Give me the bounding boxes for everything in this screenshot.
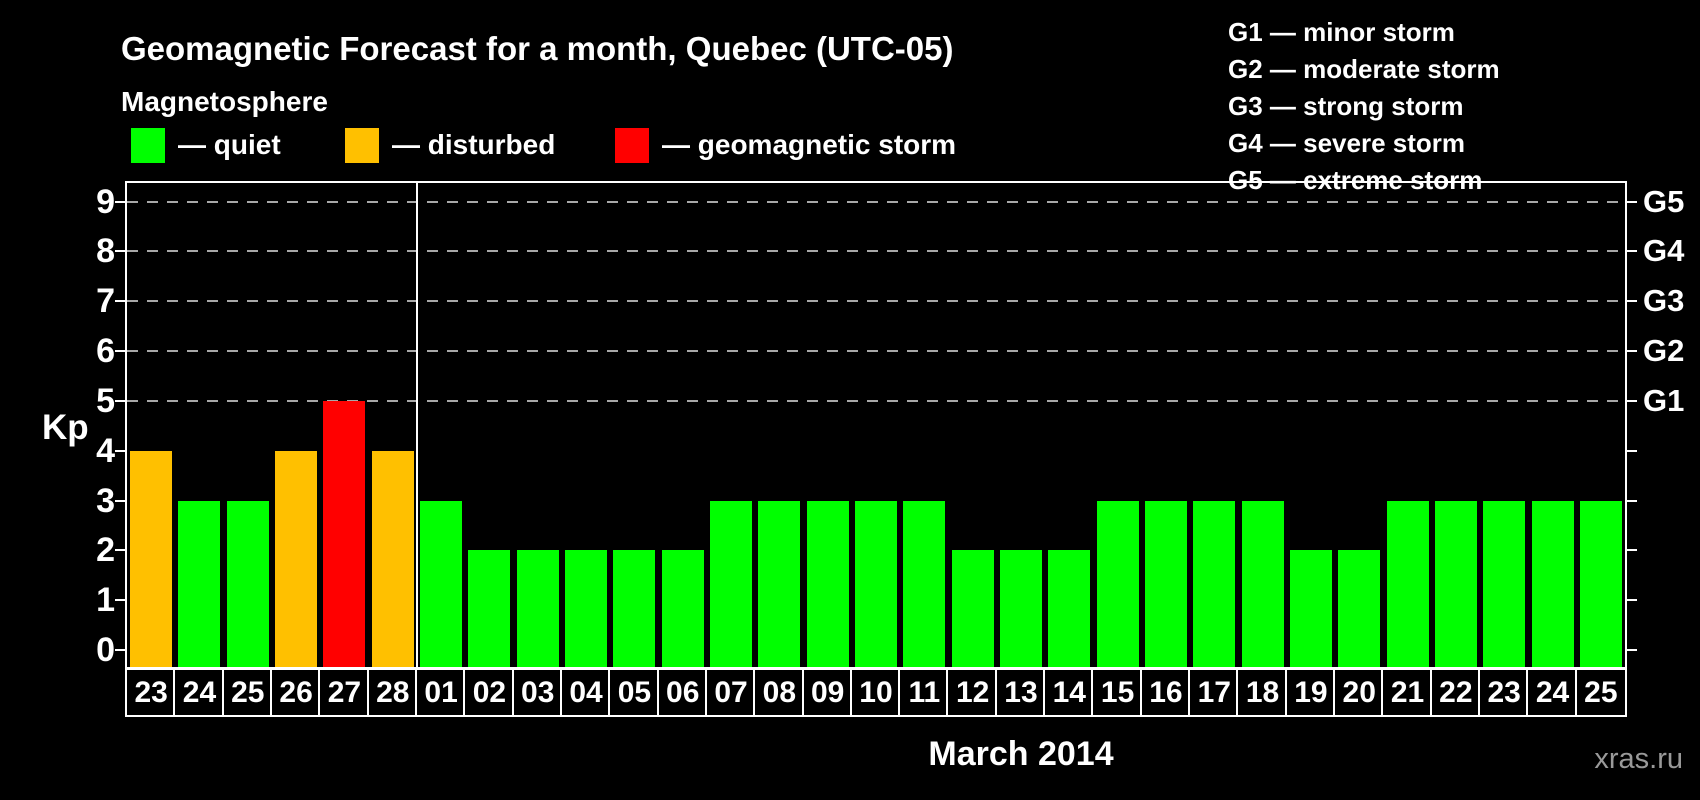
legend-item-storm: — geomagnetic storm <box>615 127 956 163</box>
kp-bar-day-21-idx26 <box>1386 500 1429 667</box>
kp-bar-day-24-idx29 <box>1531 500 1574 667</box>
left-axis-tick-label-8: 8 <box>96 232 115 271</box>
left-axis-tick-kp-3 <box>115 499 127 502</box>
kp-bar-day-06-idx11 <box>661 550 704 667</box>
legend-item-quiet: — quiet <box>131 127 281 163</box>
quiet-color-swatch-icon <box>131 127 165 163</box>
kp-bar-day-15-idx20 <box>1096 500 1139 667</box>
right-axis-g-label-G5: G5 <box>1643 183 1685 219</box>
storm-color-swatch-icon <box>615 127 649 163</box>
kp-bar-day-07-idx12 <box>710 500 753 667</box>
legend-label-disturbed: — disturbed <box>392 129 556 160</box>
left-axis-tick-kp-2 <box>115 549 127 552</box>
g-scale-legend-item: G4 — severe storm <box>1228 128 1466 158</box>
right-axis-tick-kp-4 <box>1625 449 1637 452</box>
chart-title: Geomagnetic Forecast for a month, Quebec… <box>121 30 954 67</box>
left-axis-tick-label-3: 3 <box>96 481 115 520</box>
kp-bar-day-23-idx0 <box>130 450 173 667</box>
legend-label-storm: — geomagnetic storm <box>662 129 957 160</box>
left-axis-tick-kp-4 <box>115 449 127 452</box>
left-axis-tick-label-1: 1 <box>96 581 115 620</box>
kp-bar-day-04-idx9 <box>565 550 608 667</box>
watermark: xras.ru <box>1594 743 1683 775</box>
magnetosphere-heading: Magnetosphere <box>121 86 328 117</box>
left-axis-tick-label-9: 9 <box>96 182 115 221</box>
right-axis-tick-kp-7 <box>1625 300 1637 303</box>
legend-item-disturbed: — disturbed <box>345 127 555 163</box>
right-axis-tick-kp-3 <box>1625 499 1637 502</box>
month-label: March 2014 <box>928 735 1114 773</box>
kp-bar-day-28-idx5 <box>371 450 414 667</box>
left-axis-tick-kp-8 <box>115 250 127 253</box>
kp-bar-day-22-idx27 <box>1434 500 1477 667</box>
right-axis-g-label-G1: G1 <box>1643 382 1685 418</box>
kp-bar-day-03-idx8 <box>516 550 559 667</box>
left-axis-tick-label-4: 4 <box>96 431 115 470</box>
kp-bar-day-01-idx6 <box>420 500 463 667</box>
left-axis-tick-kp-9 <box>115 200 127 203</box>
right-axis-tick-kp-0 <box>1625 649 1637 651</box>
kp-bar-day-02-idx7 <box>468 550 511 667</box>
gridline-kp-7 <box>127 300 1625 303</box>
kp-bar-day-20-idx25 <box>1338 550 1381 667</box>
kp-bar-day-10-idx15 <box>855 500 897 667</box>
g-scale-legend: G1 — minor storm G2 — moderate storm G3 — … <box>1228 14 1500 199</box>
kp-bar-day-11-idx16 <box>903 500 946 667</box>
g-scale-legend-item: G3 — strong storm <box>1228 91 1464 121</box>
kp-bar-day-05-idx10 <box>613 550 656 667</box>
left-axis-tick-kp-6 <box>115 350 127 353</box>
kp-bar-day-17-idx22 <box>1193 500 1236 667</box>
legend-label-quiet: — quiet <box>178 129 281 160</box>
left-axis-tick-label-0: 0 <box>96 631 115 669</box>
kp-bar-day-19-idx24 <box>1289 550 1332 667</box>
kp-axis-label: Kp <box>42 408 89 447</box>
kp-bar-day-09-idx14 <box>806 500 849 667</box>
right-axis-tick-kp-8 <box>1625 250 1637 253</box>
right-axis-tick-kp-1 <box>1625 599 1637 602</box>
kp-bar-day-27-idx4 <box>323 400 366 667</box>
left-axis-tick-label-7: 7 <box>96 282 115 321</box>
plot-area <box>127 183 1625 667</box>
left-axis-tick-kp-0 <box>115 649 127 651</box>
left-axis-tick-label-5: 5 <box>96 381 115 420</box>
right-axis-tick-kp-9 <box>1625 200 1637 203</box>
kp-bar-day-25-idx30 <box>1579 500 1622 667</box>
kp-bar-day-14-idx19 <box>1048 550 1091 667</box>
g-scale-legend-item: G5 — extreme storm <box>1228 165 1483 195</box>
gridline-kp-9 <box>127 200 1625 203</box>
kp-bar-day-13-idx18 <box>999 550 1042 667</box>
kp-bar-day-08-idx13 <box>758 500 801 667</box>
left-axis-tick-kp-7 <box>115 300 127 303</box>
kp-bar-day-23-idx28 <box>1483 500 1526 667</box>
right-axis-g-label-G4: G4 <box>1643 233 1685 269</box>
right-axis-tick-kp-6 <box>1625 350 1637 353</box>
kp-bar-day-18-idx23 <box>1241 500 1284 667</box>
gridline-kp-6 <box>127 350 1625 353</box>
left-axis-tick-kp-5 <box>115 399 127 402</box>
left-axis-tick-kp-1 <box>115 599 127 602</box>
left-axis-tick-label-2: 2 <box>96 531 115 570</box>
right-axis-tick-kp-5 <box>1625 399 1637 402</box>
kp-bar-day-16-idx21 <box>1144 500 1187 667</box>
disturbed-color-swatch-icon <box>345 127 379 163</box>
kp-bar-day-25-idx2 <box>226 500 269 667</box>
g-scale-legend-item: G2 — moderate storm <box>1228 54 1500 84</box>
right-axis-g-label-G2: G2 <box>1643 333 1685 369</box>
kp-bar-day-12-idx17 <box>951 550 994 667</box>
gridline-kp-5 <box>127 399 1625 402</box>
kp-bar-day-24-idx1 <box>178 500 221 667</box>
left-axis-tick-label-6: 6 <box>96 332 115 371</box>
gridline-kp-8 <box>127 250 1625 253</box>
g-scale-legend-item: G1 — minor storm <box>1228 17 1455 47</box>
month-separator-line <box>415 183 418 667</box>
right-axis-tick-kp-2 <box>1625 549 1637 552</box>
right-axis-g-label-G3: G3 <box>1643 283 1685 319</box>
kp-bar-day-26-idx3 <box>275 450 318 667</box>
